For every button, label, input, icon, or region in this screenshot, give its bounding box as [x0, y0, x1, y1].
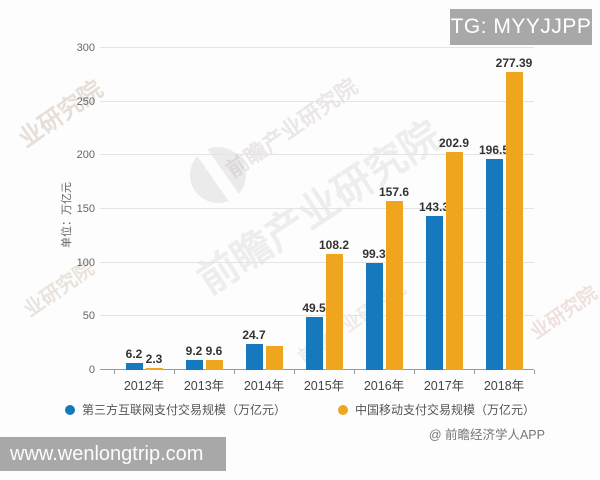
bar-group: 99.3 157.6: [354, 48, 414, 370]
legend-dot-blue-icon: [64, 404, 75, 415]
axis-tick: [474, 370, 475, 374]
bar-wrap: 9.6: [205, 344, 223, 370]
gridline: [100, 261, 534, 263]
bar: [325, 253, 343, 370]
axis-tick: [294, 370, 295, 374]
x-tick-label: 2014年: [243, 379, 285, 393]
x-axis-ticks: [114, 370, 535, 375]
legend-item-mobile-payment: 中国移动支付交易规模（万亿元）: [338, 401, 535, 418]
bar-value-label: 9.2: [185, 344, 203, 359]
axis-tick: [114, 370, 115, 374]
y-tick-label: 150: [76, 203, 95, 215]
bar-value-label: 9.6: [205, 343, 223, 358]
website-url-bar: www.wenlongtrip.com: [0, 437, 226, 471]
bar-value-label: 24.7: [242, 327, 266, 342]
gridline: [100, 208, 534, 209]
bar-value-label: 99.3: [362, 247, 386, 262]
axis-tick: [354, 370, 355, 374]
bar: [505, 72, 523, 370]
bar-wrap: 108.2: [319, 238, 349, 370]
bar: [125, 363, 143, 370]
y-tick-label: 300: [76, 42, 95, 54]
x-tick-label: 2017年: [423, 379, 465, 393]
axis-tick: [414, 370, 415, 374]
telegram-badge: TG: MYYJJPP: [450, 9, 592, 45]
bar: [485, 159, 503, 370]
bar-wrap: 2.3: [145, 352, 163, 370]
bar: [305, 316, 323, 370]
bar-group: 49.5 108.2: [294, 48, 354, 370]
bar-group: 24.7: [234, 48, 294, 370]
y-tick-label: 100: [76, 256, 95, 269]
bar: [385, 200, 403, 370]
y-axis-labels: 0 50 100 150 200 250 300: [40, 42, 95, 376]
bar-wrap: 6.2: [125, 347, 143, 370]
y-tick-label: 250: [76, 95, 95, 108]
y-tick-label: 50: [82, 310, 95, 323]
bar-wrap: 157.6: [379, 185, 409, 370]
bar-wrap: 202.9: [439, 136, 469, 370]
bar: [205, 359, 223, 370]
bar: [185, 360, 203, 370]
bar-groups: 6.2 2.3 9.2 9.6 24.7 49.5 108.2 99.3 157.6 143.3 2…: [114, 48, 534, 370]
legend-label-mobile-payment: 中国移动支付交易规模（万亿元）: [355, 403, 536, 417]
gridline: [100, 315, 534, 317]
bar-value-label: 196.5: [478, 143, 510, 158]
legend: 第三方互联网支付交易规模（万亿元） 中国移动支付交易规模（万亿元）: [0, 401, 600, 418]
bar-value-label: 108.2: [318, 237, 350, 252]
watermark-text: 业研究院: [527, 282, 600, 344]
bar: [425, 216, 443, 370]
bar-wrap: 24.7: [242, 328, 266, 370]
bar-value-label: 49.5: [302, 300, 326, 315]
x-tick-label: 2016年: [363, 379, 405, 393]
bar-value-label: 6.2: [125, 347, 143, 362]
bar-value-label: 202.9: [438, 136, 470, 151]
legend-label-internet-payment: 第三方互联网支付交易规模（万亿元）: [81, 403, 286, 417]
bar: [245, 343, 263, 370]
bar-value-label: 277.39: [495, 56, 533, 71]
axis-tick: [234, 370, 235, 374]
x-tick-label: 2013年: [183, 379, 225, 393]
bar-wrap: 277.39: [496, 56, 532, 370]
y-tick-label: 200: [76, 149, 95, 162]
x-tick-label: 2012年: [123, 379, 165, 393]
bar-wrap: 143.3: [419, 200, 449, 370]
legend-item-internet-payment: 第三方互联网支付交易规模（万亿元）: [64, 401, 286, 418]
axis-tick: [534, 370, 535, 374]
axis-tick: [174, 370, 175, 374]
bar-wrap: 9.2: [185, 344, 203, 370]
bar: [265, 345, 283, 370]
legend-dot-orange-icon: [338, 404, 348, 415]
bar-value-label: 157.6: [378, 184, 410, 199]
x-tick-label: 2015年: [303, 379, 345, 393]
bar-group: 143.3 202.9: [414, 48, 474, 370]
bar-value-label: 2.3: [145, 351, 163, 366]
bar-group: 196.5 277.39: [474, 48, 534, 370]
bar-value-label: 143.3: [418, 200, 450, 215]
x-axis-labels: 2012年 2013年 2014年 2015年 2016年 2017年 2018年: [114, 375, 534, 394]
bar-wrap: 99.3: [362, 247, 386, 370]
bar: [445, 152, 463, 370]
plot-area: 6.2 2.3 9.2 9.6 24.7 49.5 108.2 99.3 157.6 143.3 2…: [100, 47, 535, 374]
x-tick-label: 2018年: [483, 379, 525, 393]
bar-group: 6.2 2.3: [114, 48, 174, 370]
y-tick-label: 0: [88, 364, 95, 376]
bar: [365, 263, 383, 370]
bar-wrap: 49.5: [302, 301, 326, 370]
gridline: [100, 154, 534, 156]
bar-group: 9.2 9.6: [174, 48, 234, 370]
gridline: [100, 100, 534, 102]
bar: [145, 367, 163, 370]
source-attribution: @ 前瞻经济学人APP: [428, 428, 545, 442]
bar-wrap: 196.5: [479, 143, 509, 370]
bar-wrap: [265, 345, 283, 370]
gridline: [100, 47, 534, 48]
